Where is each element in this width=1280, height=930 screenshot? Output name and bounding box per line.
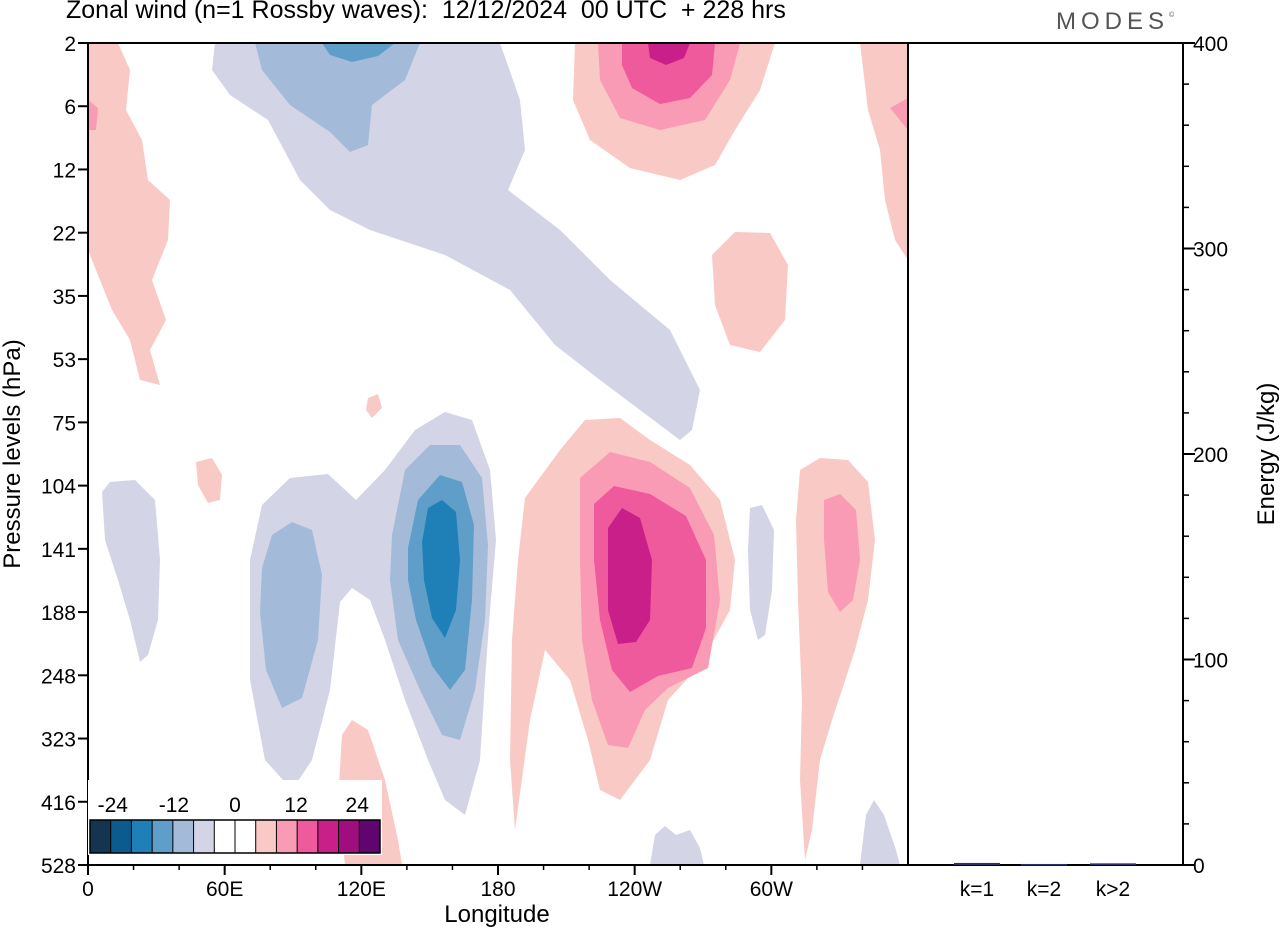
y-tick-label-13: 528 [41, 855, 76, 878]
negative-anomaly-west-lower [102, 480, 160, 662]
negative-anomaly-stratosphere-band [212, 43, 700, 440]
colorbar-swatch-10 [297, 820, 319, 853]
y-tick-label-6: 75 [53, 412, 76, 435]
colorbar-swatch-11 [317, 820, 339, 853]
colorbar-label-2: 0 [229, 794, 241, 817]
colorbar-swatch-2 [131, 820, 153, 853]
y-axis-right: 0 100 200 300 400 [1183, 33, 1228, 878]
x-axis-title: Longitude [444, 901, 549, 928]
negative-anomaly-small-east [748, 505, 774, 640]
y-tick-label-0: 2 [64, 33, 76, 56]
brand-mark: © [1169, 12, 1175, 19]
colorbar-swatch-0 [90, 820, 112, 853]
x-tick-label-2: 120E [337, 878, 386, 901]
colorbar [88, 780, 382, 855]
energy-tick-label-3: 300 [1193, 239, 1228, 262]
negative-anomaly-bottom-1 [650, 826, 704, 865]
y-tick-label-10: 248 [41, 665, 76, 688]
x-axis: 0 60E 120E 180 120W 60W [82, 865, 864, 901]
y-tick-label-12: 416 [41, 792, 76, 815]
y-tick-label-5: 53 [53, 349, 76, 372]
bar-x-labels: k=1 k=2 k>2 [960, 878, 1130, 901]
negative-anomaly-bottom-2 [860, 800, 900, 865]
colorbar-swatch-4 [172, 820, 194, 853]
colorbar-swatch-12 [338, 820, 360, 853]
positive-anomaly-small-2 [196, 458, 222, 503]
positive-anomaly-small-1 [366, 394, 382, 418]
x-tick-label-4: 120W [607, 878, 662, 901]
positive-anomaly-east-upper [860, 43, 908, 260]
x-tick-label-3: 180 [480, 878, 515, 901]
colorbar-swatch-1 [110, 820, 132, 853]
energy-tick-label-0: 0 [1193, 855, 1205, 878]
negative-anomaly-strat-core [255, 43, 420, 152]
y-tick-label-3: 22 [53, 223, 76, 246]
x-tick-label-1: 60E [206, 878, 243, 901]
energy-tick-label-4: 400 [1193, 33, 1228, 56]
energy-tick-label-1: 100 [1193, 650, 1228, 673]
positive-anomaly-east-pacific [796, 458, 875, 860]
y-tick-label-11: 323 [41, 729, 76, 752]
chart-title: Zonal wind (n=1 Rossby waves): 12/12/202… [66, 0, 786, 24]
colorbar-label-0: -24 [98, 794, 129, 817]
x-tick-label-5: 60W [750, 878, 793, 901]
positive-anomaly-west-stratosphere [88, 43, 170, 385]
y-tick-label-7: 104 [41, 476, 76, 499]
contour-field [88, 43, 908, 865]
energy-panel-frame [907, 42, 1184, 866]
y-axis-left: 2 6 12 22 35 53 75 104 141 188 248 323 416 528 [41, 33, 88, 878]
bar-category-label-0: k=1 [960, 878, 994, 901]
y-axis-left-title: Pressure levels (hPa) [0, 339, 26, 568]
colorbar-swatch-6 [214, 820, 236, 853]
positive-anomaly-north-pacific-top [573, 43, 775, 180]
colorbar-label-4: 24 [346, 794, 370, 817]
positive-anomaly-central-pacific [510, 418, 735, 830]
colorbar-swatch-5 [193, 820, 215, 853]
energy-bar-0 [954, 862, 1000, 865]
y-tick-label-2: 12 [53, 159, 76, 182]
colorbar-label-3: 12 [284, 794, 307, 817]
colorbar-swatch-9 [276, 820, 298, 853]
x-tick-label-0: 0 [82, 878, 94, 901]
y-tick-label-9: 188 [41, 602, 76, 625]
brand-logo: MODES© [1056, 8, 1174, 36]
colorbar-swatch-8 [255, 820, 277, 853]
y-tick-label-4: 35 [53, 286, 76, 309]
negative-anomaly-indian-ocean [250, 412, 496, 815]
y-axis-right-title: Energy (J/kg) [1253, 383, 1280, 526]
colorbar-swatch-3 [152, 820, 174, 853]
y-tick-label-8: 141 [41, 539, 76, 562]
y-tick-label-1: 6 [64, 96, 76, 119]
colorbar-labels: -24 -12 0 12 24 [98, 794, 370, 817]
energy-bar-2 [1090, 863, 1136, 865]
colorbar-label-1: -12 [159, 794, 189, 817]
energy-bars [954, 862, 1136, 866]
positive-anomaly-mid-atlantic [712, 232, 788, 352]
colorbar-swatch-7 [235, 820, 257, 853]
brand-name: MODES [1056, 8, 1170, 35]
bar-category-label-1: k=2 [1027, 878, 1061, 901]
bar-category-label-2: k>2 [1096, 878, 1130, 901]
colorbar-swatch-13 [359, 820, 381, 853]
negative-anomaly-strat-peak [322, 43, 395, 62]
energy-tick-label-2: 200 [1193, 444, 1228, 467]
energy-bar-1 [1021, 863, 1067, 866]
